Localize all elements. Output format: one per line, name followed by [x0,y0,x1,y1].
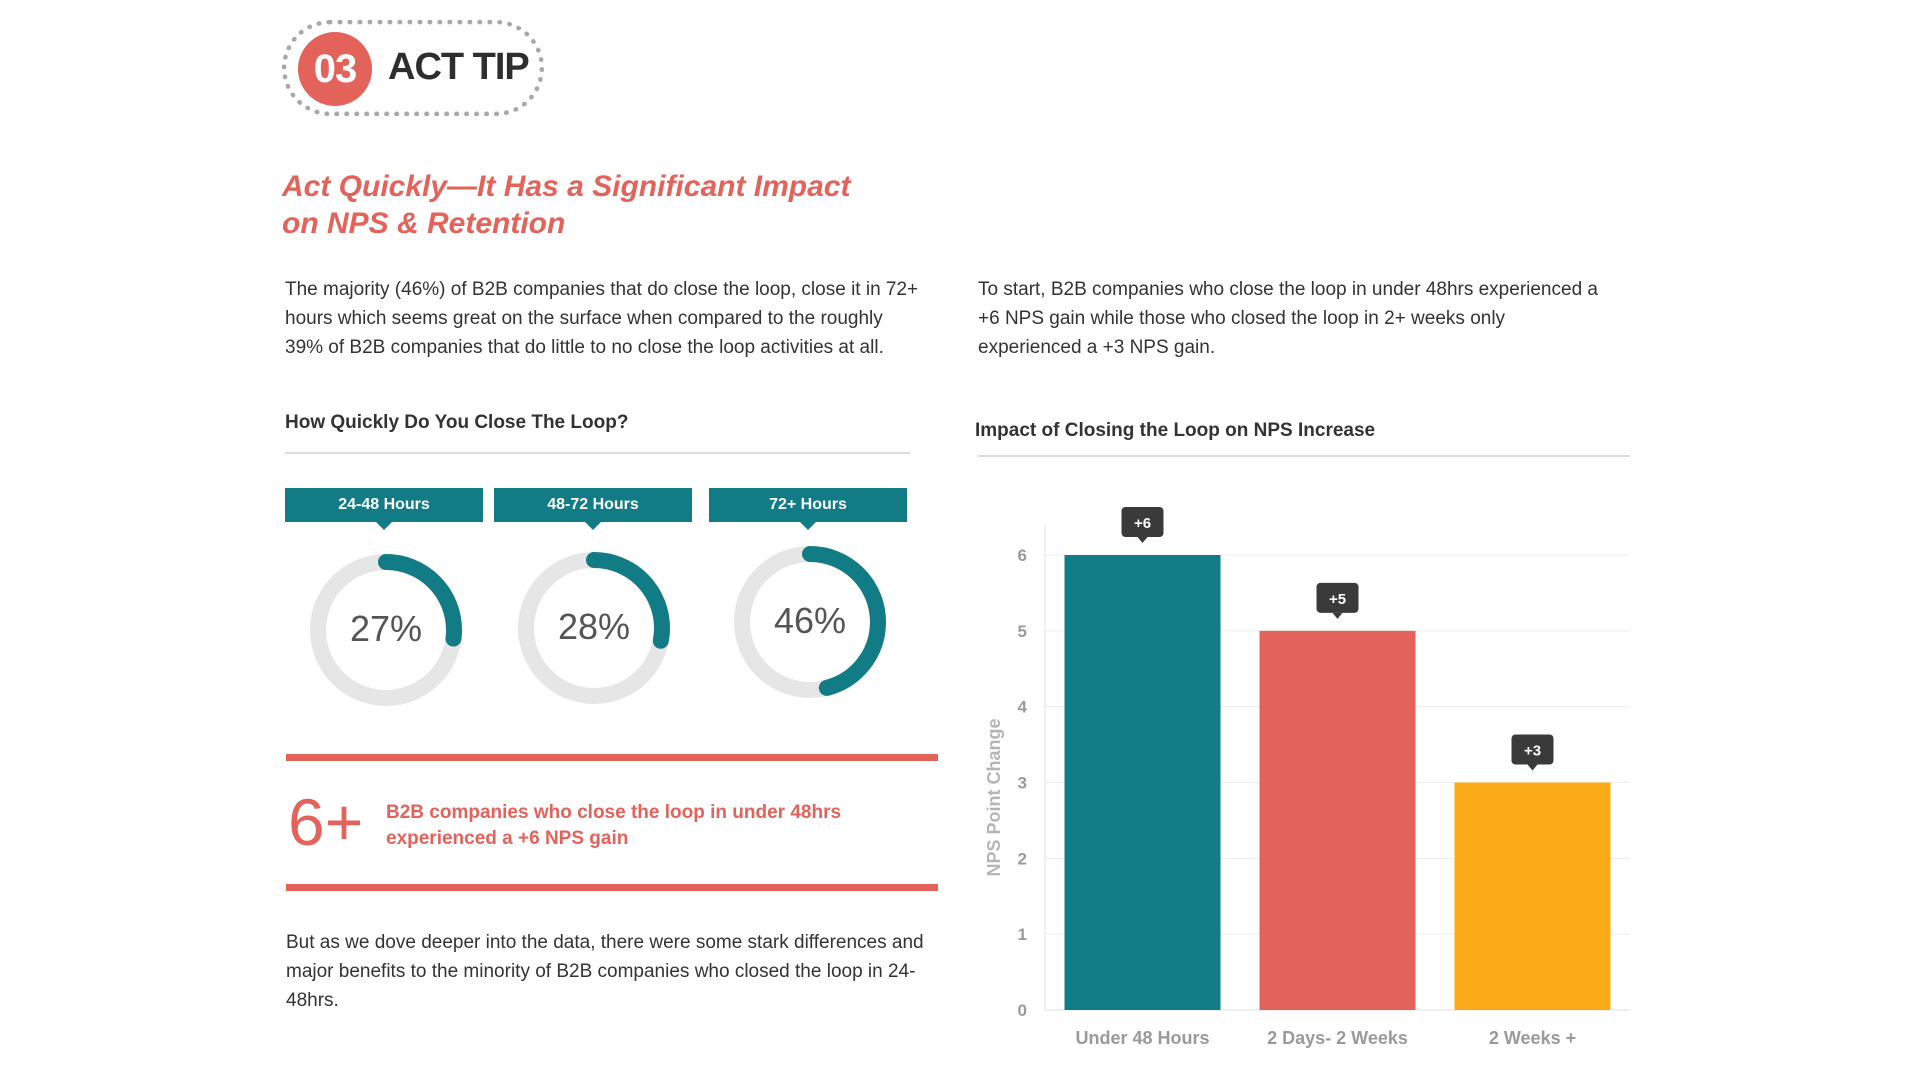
y-tick-label: 5 [1018,622,1027,641]
y-axis-label: NPS Point Change [984,718,1004,876]
donut-arc [734,546,886,698]
headline-line-2: on NPS & Retention [282,207,566,240]
nps-bar-chart: 0 1 2 3 4 5 6 NPS Point Change +6 Under 48 Hours +… [984,507,1630,1048]
stat-value: 6+ [288,785,364,859]
data-label-box [1316,582,1359,613]
data-label-box [1121,507,1164,537]
stat-top-rule [286,754,938,761]
left-intro-paragraph: The majority (46%) of B2B companies that… [285,279,919,358]
y-tick-label: 4 [1018,698,1028,717]
donut-arc [518,552,670,704]
donut-arc [310,554,462,706]
donut-tab-1: 24-48 Hours [285,488,483,530]
right-intro-paragraph: To start, B2B companies who close the lo… [978,279,1598,358]
bar [1454,782,1611,1010]
donut-tab-3: 72+ Hours [709,488,907,530]
y-tick-label: 0 [1018,1001,1027,1020]
badge-number: 03 [298,32,372,106]
headline-line-1: Act Quickly—It Has a Significant Impact [282,170,851,203]
stat-description: B2B companies who close the loop in unde… [386,802,842,849]
donut-tab-2: 48-72 Hours [494,488,692,530]
badge-label: ACT TIP [388,46,530,88]
data-label-box [1511,734,1554,765]
data-label: +6 [1134,515,1151,532]
y-tick-label: 6 [1018,546,1027,565]
donut-section-divider [285,452,910,454]
donut-3 [734,546,886,698]
y-tick-label: 3 [1018,774,1027,793]
donut-percent-label: 46% [773,600,847,641]
stat-bottom-rule [286,884,938,891]
data-label: +3 [1524,743,1541,760]
x-tick-label: Under 48 Hours [1075,1028,1209,1048]
y-tick-label: 2 [1018,849,1027,868]
data-label-pointer [1137,537,1148,543]
headline: Act Quickly—It Has a Significant Impact … [282,168,922,242]
donut-percent-label: 28% [557,606,631,647]
donut-1 [310,554,462,706]
bar-chart-divider [978,455,1630,457]
donut-percent-label: 27% [349,608,423,649]
left-outro-paragraph: But as we dove deeper into the data, the… [286,932,924,1011]
x-tick-label: 2 Days- 2 Weeks [1267,1028,1408,1048]
donut-2 [518,552,670,704]
donut-section-title: How Quickly Do You Close The Loop? [285,412,629,433]
badge-outline [282,20,544,116]
y-tick-label: 1 [1018,925,1027,944]
bar-chart-title: Impact of Closing the Loop on NPS Increa… [975,420,1376,441]
data-label-pointer [1527,764,1538,771]
bar [1259,630,1416,1010]
bar [1064,555,1221,1010]
data-label: +5 [1329,591,1346,608]
x-tick-label: 2 Weeks + [1489,1028,1576,1048]
data-label-pointer [1332,612,1343,619]
